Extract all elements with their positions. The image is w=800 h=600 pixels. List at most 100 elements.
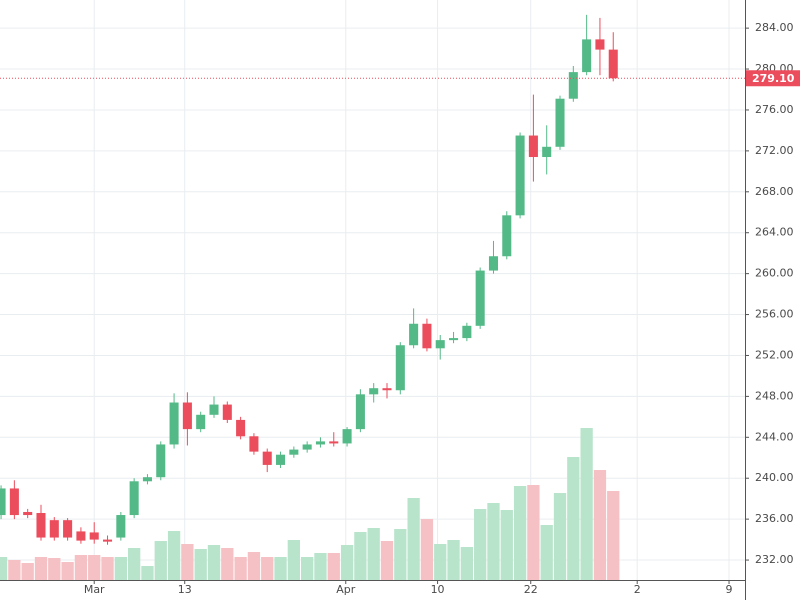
y-tick-label: 244.00 [755, 430, 794, 443]
candle-body [276, 454, 286, 465]
x-tick-label: Mar [84, 583, 105, 596]
volume-bar [127, 548, 141, 580]
volume-bar [527, 485, 540, 580]
candle-body [422, 323, 432, 349]
volume-bar [327, 553, 340, 580]
candle-body [355, 394, 365, 430]
volume-bar [34, 557, 48, 580]
candle-body [129, 481, 139, 516]
y-tick-label: 264.00 [755, 226, 794, 239]
volume-bar [434, 544, 447, 580]
y-tick-label: 260.00 [755, 267, 794, 280]
y-tick-label: 252.00 [755, 348, 794, 361]
candle-body [555, 98, 565, 147]
volume-bar [354, 532, 367, 580]
candle-body [249, 436, 259, 452]
volume-bar [301, 557, 314, 580]
candle-body [262, 451, 272, 465]
volume-bar [593, 470, 607, 580]
volume-bar [141, 566, 154, 580]
candle-body [449, 338, 459, 341]
volume-bar [513, 486, 527, 580]
volume-bar [154, 541, 167, 580]
volume-bar [407, 498, 420, 580]
labels: 232.00 236.00 240.00 244.00 248.00 252.00 256.… [0, 21, 800, 596]
candle-body [222, 404, 232, 420]
candle-body [369, 388, 379, 395]
y-tick-label: 232.00 [755, 553, 794, 566]
volume-bar [181, 544, 194, 580]
candle-body [169, 402, 179, 445]
y-tick-label: 268.00 [755, 185, 794, 198]
y-tick-label: 236.00 [755, 512, 794, 525]
volume-bar [194, 549, 207, 580]
volume-bar [474, 509, 487, 580]
candle-layer [0, 14, 618, 545]
y-tick-label: 248.00 [755, 389, 794, 402]
candle-body [63, 520, 73, 538]
volume-bar [101, 557, 114, 580]
candle-body [435, 340, 445, 349]
candle-body [103, 539, 113, 542]
volume-bar [487, 503, 500, 580]
candle-body [36, 512, 46, 538]
axes [0, 0, 746, 600]
volume-bar [553, 493, 567, 580]
volume-bar [380, 541, 394, 580]
candle-body [89, 532, 99, 540]
y-tick-label: 284.00 [755, 21, 794, 34]
volume-bar [88, 555, 101, 580]
candle-body [462, 325, 472, 339]
candle-body [236, 419, 246, 437]
candle-body [315, 441, 325, 445]
candle-body [528, 135, 538, 158]
candle-body [142, 477, 152, 482]
candle-body [116, 515, 126, 538]
candle-body [542, 146, 552, 158]
volume-bar [340, 545, 354, 580]
volume-bar [221, 548, 234, 580]
last-price-label: 279.10 [752, 72, 795, 85]
x-tick-label: 13 [178, 583, 192, 596]
last-price-box [746, 70, 800, 87]
volume-bar [167, 531, 181, 580]
volume-bar [314, 553, 327, 580]
volume-bar [8, 560, 21, 580]
volume-bar [247, 552, 261, 580]
grid [0, 0, 745, 580]
candle-body [342, 429, 352, 444]
volume-bar [0, 557, 8, 580]
volume-bar [567, 457, 580, 580]
x-tick-label: Apr [336, 583, 356, 596]
candle-body [502, 215, 512, 257]
candle-body [156, 444, 166, 478]
candle-body [0, 488, 6, 516]
candle-body [475, 270, 485, 326]
volume-bar [447, 540, 460, 580]
candle-body [488, 256, 498, 271]
x-tick-label: 9 [726, 583, 733, 596]
volume-bar [367, 528, 380, 580]
volume-bar [234, 557, 247, 580]
volume-layer [0, 428, 620, 580]
volume-bar [61, 562, 74, 580]
volume-bar [460, 547, 474, 580]
candle-body [9, 488, 19, 516]
candle-body [196, 414, 206, 430]
candle-body [182, 402, 192, 430]
candle-body [76, 531, 86, 541]
volume-bar [287, 540, 301, 580]
volume-bar [607, 491, 620, 580]
x-tick-label: 10 [431, 583, 445, 596]
candle-body [568, 72, 578, 99]
y-tick-label: 272.00 [755, 144, 794, 157]
volume-bar [21, 563, 34, 580]
candle-body [23, 511, 33, 516]
volume-bar [394, 529, 407, 580]
candle-body [382, 388, 392, 391]
x-tick-label: 22 [524, 583, 538, 596]
candle-body [515, 135, 525, 216]
volume-bar [420, 519, 434, 580]
